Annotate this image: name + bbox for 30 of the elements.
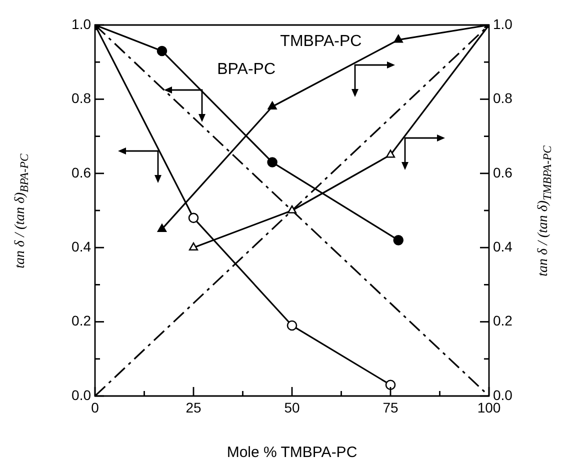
point xyxy=(394,34,403,43)
x-tick-label: 25 xyxy=(186,399,202,416)
y2-tick-label: 0.2 xyxy=(493,312,513,329)
point xyxy=(157,224,167,232)
point xyxy=(188,242,198,250)
x-axis-title: Mole % TMBPA-PC xyxy=(226,444,358,462)
series-label: TMBPA-PC xyxy=(280,33,362,50)
point xyxy=(267,157,278,168)
point xyxy=(188,212,199,224)
x-tick-label: 0 xyxy=(91,399,100,416)
y-tick-label: 0.6 xyxy=(72,164,92,180)
y2-tick-label: 1.0 xyxy=(493,16,513,32)
point xyxy=(393,235,404,246)
x-tick-label: 50 xyxy=(284,399,300,416)
point xyxy=(385,380,396,390)
point xyxy=(287,205,297,214)
point xyxy=(156,46,168,56)
point xyxy=(386,150,396,158)
series-label: BPA-PC xyxy=(217,60,276,78)
y-tick-label: 1.0 xyxy=(72,16,92,32)
point xyxy=(286,320,298,331)
point xyxy=(268,101,277,110)
x-tick-label: 75 xyxy=(382,399,398,416)
y2-tick-label: 0.4 xyxy=(493,238,513,254)
y2-tick-label: 0.8 xyxy=(493,90,513,106)
y-tick-label: 0.4 xyxy=(72,238,92,254)
y-tick-label: 0.8 xyxy=(72,90,92,106)
y2-tick-label: 0.6 xyxy=(493,164,513,180)
y-tick-label: 0.0 xyxy=(72,386,92,403)
y-tick-label: 0.2 xyxy=(72,312,92,329)
